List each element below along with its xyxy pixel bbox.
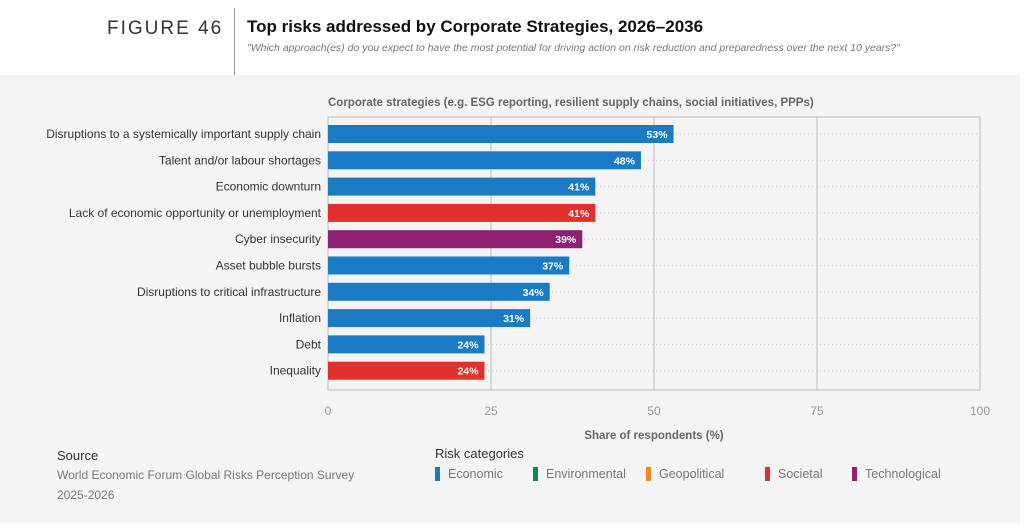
- legend-label: Geopolitical: [659, 467, 725, 481]
- category-label: Cyber insecurity: [235, 232, 321, 246]
- bar: [328, 361, 485, 380]
- legend-item-environmental: Environmental: [533, 467, 626, 481]
- bar: [328, 282, 550, 301]
- legend-swatch: [533, 467, 538, 481]
- source-heading: Source: [57, 448, 99, 463]
- x-axis-label: Share of respondents (%): [584, 430, 723, 442]
- category-label: Inflation: [279, 311, 321, 325]
- x-tick-label: 25: [484, 404, 498, 418]
- x-tick-label: 100: [970, 404, 990, 418]
- bar: [328, 230, 583, 249]
- bar: [328, 125, 674, 143]
- bar: [328, 309, 531, 328]
- legend-title: Risk categories: [435, 446, 524, 461]
- data-label: 24%: [457, 366, 479, 378]
- figure-number: FIGURE 46: [107, 18, 224, 39]
- category-label: Disruptions to critical infrastructure: [137, 285, 321, 299]
- data-label: 31%: [503, 313, 525, 325]
- bar: [328, 151, 641, 170]
- chart-subtitle: "Which approach(es) do you expect to hav…: [247, 42, 900, 54]
- category-label: Debt: [296, 337, 322, 351]
- bar: [328, 203, 596, 222]
- divider: [234, 8, 235, 75]
- plot-title: Corporate strategies (e.g. ESG reporting…: [328, 97, 814, 109]
- bar: [328, 256, 570, 275]
- category-label: Economic downturn: [216, 180, 321, 194]
- legend-item-technological: Technological: [852, 467, 941, 481]
- source-year: 2025-2026: [57, 488, 115, 502]
- source-text: World Economic Forum Global Risks Percep…: [57, 468, 355, 482]
- data-label: 24%: [457, 339, 479, 351]
- data-label: 37%: [542, 261, 564, 273]
- legend-item-economic: Economic: [435, 467, 503, 481]
- chart-title: Top risks addressed by Corporate Strateg…: [247, 17, 704, 36]
- data-label: 39%: [555, 234, 577, 246]
- legend-swatch: [852, 467, 857, 481]
- legend-label: Societal: [778, 467, 823, 481]
- category-label: Asset bubble bursts: [216, 259, 321, 273]
- x-tick-label: 0: [325, 404, 332, 418]
- x-tick-label: 50: [647, 404, 661, 418]
- legend-label: Technological: [865, 467, 941, 481]
- data-label: 48%: [614, 155, 636, 167]
- legend-swatch: [435, 467, 440, 481]
- legend-item-geopolitical: Geopolitical: [646, 467, 724, 481]
- x-tick-label: 75: [810, 404, 824, 418]
- legend-swatch: [646, 467, 651, 481]
- data-label: 53%: [647, 129, 669, 141]
- category-label: Inequality: [270, 364, 321, 378]
- bar: [328, 335, 485, 354]
- data-label: 41%: [568, 182, 590, 194]
- data-label: 34%: [523, 287, 545, 299]
- legend-label: Economic: [448, 467, 503, 481]
- legend-swatch: [765, 467, 770, 481]
- category-label: Talent and/or labour shortages: [159, 153, 321, 167]
- category-label: Lack of economic opportunity or unemploy…: [69, 206, 322, 220]
- legend-item-societal: Societal: [765, 467, 822, 481]
- legend-label: Environmental: [546, 467, 626, 481]
- data-label: 41%: [568, 208, 590, 220]
- bar: [328, 177, 596, 196]
- category-label: Disruptions to a systemically important …: [46, 127, 321, 141]
